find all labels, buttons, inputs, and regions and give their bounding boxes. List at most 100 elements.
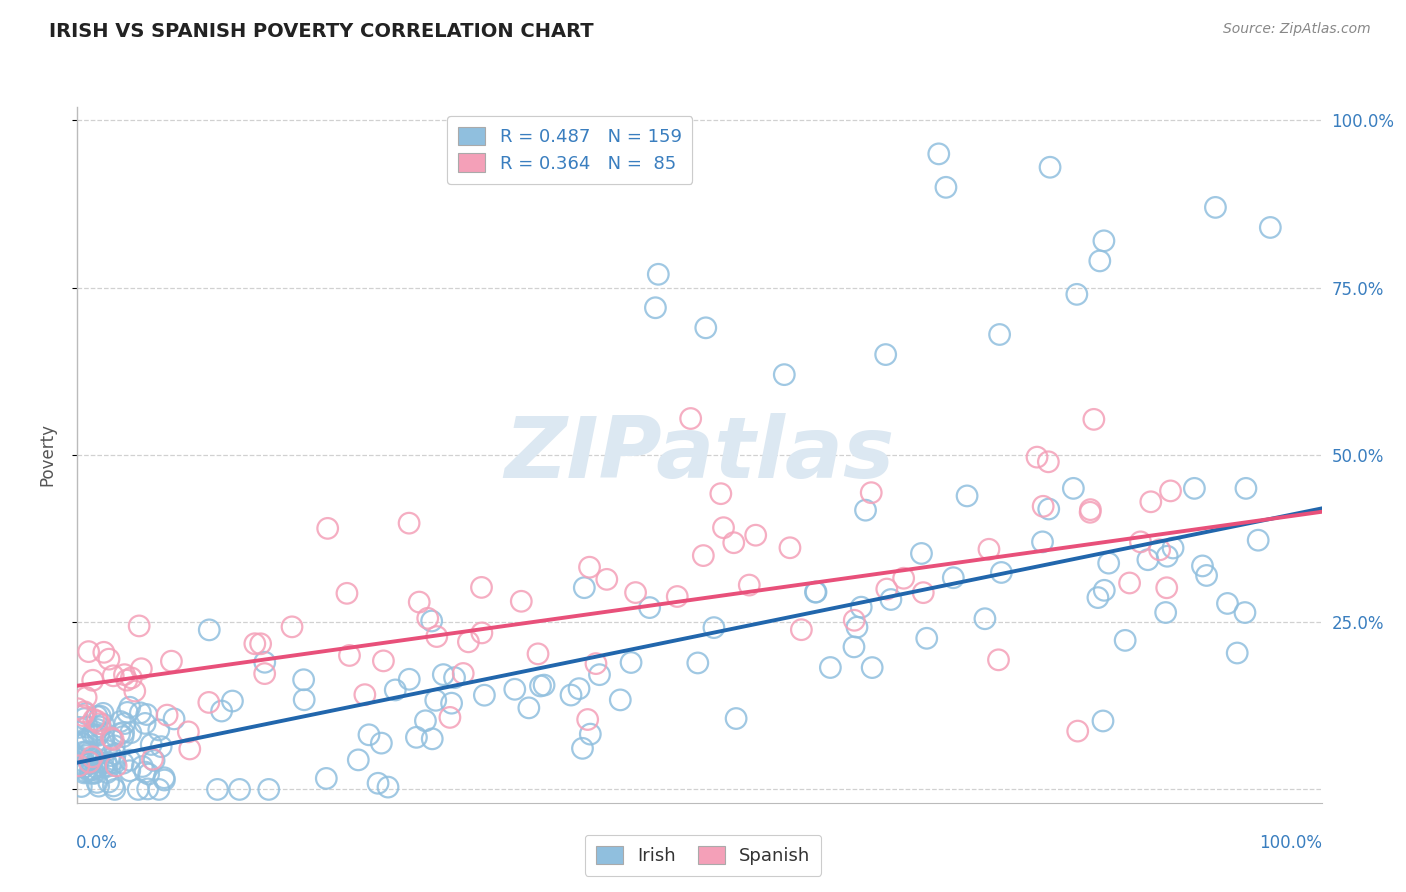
Point [842,640,865,654]
Point [76,745,98,759]
Point [84,756,107,770]
Point [1032,500,1054,514]
Point [76,731,98,746]
Point [98,652,121,666]
Point [990,566,1012,580]
Point [470,581,492,595]
Point [110,714,132,729]
Point [439,710,461,724]
Point [1088,254,1111,268]
Point [609,693,631,707]
Point [179,742,201,756]
Point [357,728,380,742]
Point [596,573,619,587]
Point [942,571,965,585]
Point [86,709,108,723]
Point [1118,576,1140,591]
Point [426,630,449,644]
Point [120,671,142,685]
Point [141,738,163,752]
Text: 0.0%: 0.0% [76,834,118,852]
Point [910,546,932,560]
Point [72,755,94,769]
Point [1129,534,1152,549]
Point [249,637,271,651]
Point [574,581,596,595]
Point [638,600,661,615]
Point [725,712,748,726]
Point [118,764,141,778]
Point [76,720,98,734]
Point [108,727,131,741]
Point [91,760,114,774]
Point [93,717,115,731]
Point [91,706,114,721]
Point [880,592,903,607]
Point [77,746,100,760]
Point [1039,161,1062,175]
Point [384,682,406,697]
Point [1062,482,1084,496]
Point [163,712,186,726]
Point [86,723,108,737]
Point [1092,234,1115,248]
Point [560,688,582,702]
Point [100,731,122,745]
Point [804,585,827,599]
Point [73,705,96,719]
Point [198,695,221,709]
Point [1038,455,1060,469]
Point [84,766,107,780]
Point [1083,412,1105,426]
Point [86,775,108,789]
Point [112,756,135,771]
Point [647,268,669,282]
Point [1026,450,1049,464]
Point [420,614,443,628]
Point [415,714,437,728]
Point [585,657,607,671]
Point [150,739,173,754]
Point [425,693,447,707]
Point [1087,591,1109,605]
Point [89,709,111,723]
Point [80,756,103,770]
Point [96,743,118,757]
Point [131,759,153,773]
Point [101,732,124,747]
Point [443,671,465,685]
Point [89,743,111,757]
Point [876,582,898,596]
Point [105,759,128,773]
Point [79,755,101,769]
Point [96,765,118,780]
Point [315,772,337,786]
Point [713,521,735,535]
Point [432,667,454,681]
Point [66,702,89,716]
Point [97,775,120,789]
Point [533,678,555,692]
Point [66,760,89,774]
Point [67,720,90,734]
Point [1226,646,1249,660]
Point [72,708,94,723]
Point [1233,606,1256,620]
Point [367,776,389,790]
Point [457,635,479,649]
Point [77,645,100,659]
Point [666,590,689,604]
Point [377,780,399,794]
Point [624,585,647,599]
Point [198,623,221,637]
Point [114,716,136,731]
Point [257,782,280,797]
Point [1067,724,1090,739]
Point [117,706,139,720]
Point [398,673,420,687]
Point [100,748,122,763]
Point [1038,502,1060,516]
Point [82,727,104,741]
Legend: R = 0.487   N = 159, R = 0.364   N =  85: R = 0.487 N = 159, R = 0.364 N = 85 [447,116,692,184]
Point [1091,714,1114,728]
